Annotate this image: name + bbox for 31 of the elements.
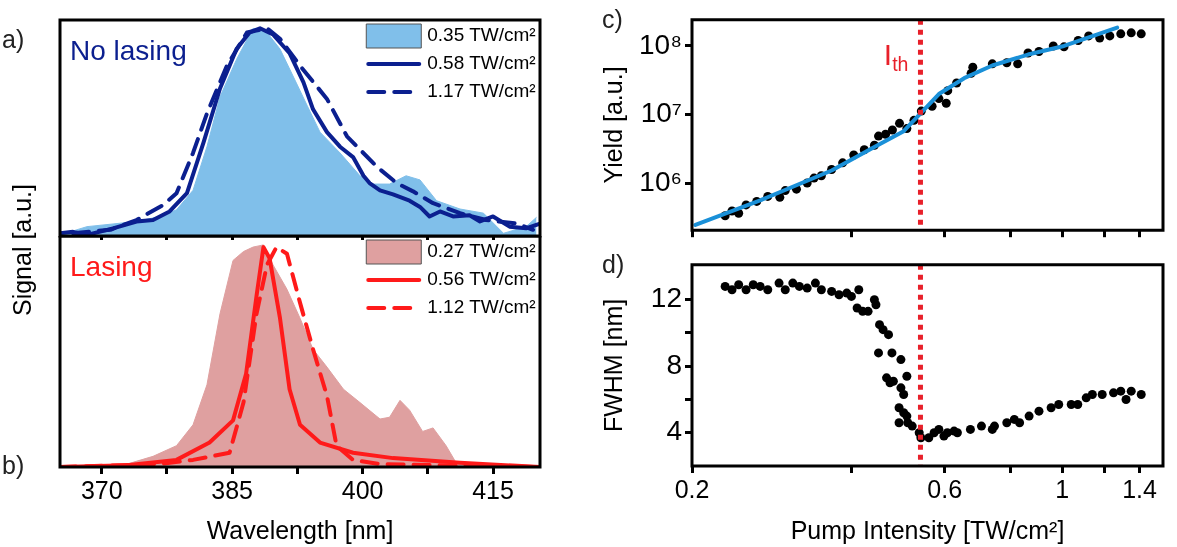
legend-label: 0.35 TW/cm² — [427, 24, 536, 46]
text: c) — [602, 5, 623, 33]
x-tick-label: 1 — [1055, 474, 1070, 503]
x-tick-label: 0.2 — [674, 474, 710, 503]
text: d) — [602, 250, 625, 278]
legend-label: 0.56 TW/cm² — [427, 268, 536, 290]
text: b) — [2, 451, 25, 479]
annotation: No lasing — [70, 35, 187, 66]
annotation: Lasing — [70, 251, 153, 282]
x-tick-label: 385 — [211, 475, 254, 504]
x-axis-title: Pump Intensity [TW/cm²] — [790, 515, 1065, 544]
y-tick-label: 4 — [666, 415, 682, 447]
y-tick-label: 12 — [650, 282, 682, 314]
y-tick-label: 10⁶ — [639, 166, 682, 198]
legend-label: 0.27 TW/cm² — [427, 240, 536, 262]
x-axis-title: Wavelength [nm] — [206, 515, 394, 544]
y-axis-title: FWHM [nm] — [598, 298, 627, 433]
y-axis-title: Signal [a.u.] — [7, 183, 37, 317]
y-tick-label: 10⁸ — [639, 28, 682, 60]
legend-label: 0.58 TW/cm² — [427, 52, 536, 74]
y-tick-label: 8 — [666, 348, 682, 380]
legend-label: 1.12 TW/cm² — [427, 296, 536, 318]
x-tick-label: 1.4 — [1122, 474, 1158, 503]
x-tick-label: 370 — [80, 475, 123, 504]
text: a) — [2, 25, 25, 53]
x-tick-label: 415 — [472, 475, 514, 504]
y-axis-title: Yield [a.u.] — [598, 66, 627, 184]
legend-label: 1.17 TW/cm² — [427, 80, 536, 102]
y-tick-label: 10⁷ — [640, 97, 682, 129]
x-tick-label: 0.6 — [927, 474, 963, 503]
x-tick-label: 400 — [341, 475, 384, 504]
